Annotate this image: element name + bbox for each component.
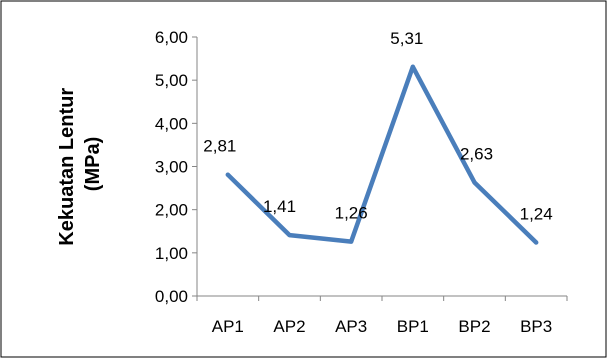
y-tick-label: 1,00 [155, 244, 188, 263]
x-tick-label: AP3 [335, 317, 367, 336]
data-label: 2,63 [460, 144, 493, 163]
x-tick-label: BP2 [458, 317, 490, 336]
y-tick-label: 0,00 [155, 287, 188, 306]
data-point [534, 240, 539, 245]
data-label: 1,26 [335, 204, 368, 223]
y-tick-label: 2,00 [155, 201, 188, 220]
data-point [349, 239, 354, 244]
x-tick-label: BP1 [397, 317, 429, 336]
data-point [287, 233, 292, 238]
y-tick-label: 5,00 [155, 71, 188, 90]
data-label: 2,81 [203, 137, 236, 156]
y-tick-label: 6,00 [155, 28, 188, 47]
x-tick-label: BP3 [520, 317, 552, 336]
y-axis-title: Kekuatan Lentur (MPa) [56, 82, 104, 245]
data-label: 1,41 [263, 197, 296, 216]
y-axis-title-line1: Kekuatan Lentur [56, 88, 78, 246]
data-label: 1,24 [520, 204, 553, 223]
y-tick-label: 3,00 [155, 158, 188, 177]
x-tick-label: AP2 [273, 317, 305, 336]
data-point [472, 180, 477, 185]
data-point [225, 172, 230, 177]
series-line [225, 64, 539, 245]
x-tick-label: AP1 [212, 317, 244, 336]
data-label: 5,31 [390, 29, 423, 48]
data-point [410, 64, 415, 69]
y-axis-title-line2: (MPa) [82, 137, 104, 191]
y-tick-label: 4,00 [155, 114, 188, 133]
